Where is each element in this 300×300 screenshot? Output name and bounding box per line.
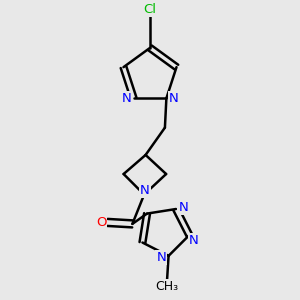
Text: N: N bbox=[189, 234, 199, 247]
Text: N: N bbox=[122, 92, 131, 105]
Text: N: N bbox=[178, 201, 188, 214]
Text: N: N bbox=[140, 184, 150, 197]
Text: Cl: Cl bbox=[143, 3, 157, 16]
Text: O: O bbox=[96, 216, 106, 229]
Text: CH₃: CH₃ bbox=[155, 280, 179, 293]
Text: N: N bbox=[156, 251, 166, 264]
Text: N: N bbox=[169, 92, 178, 105]
